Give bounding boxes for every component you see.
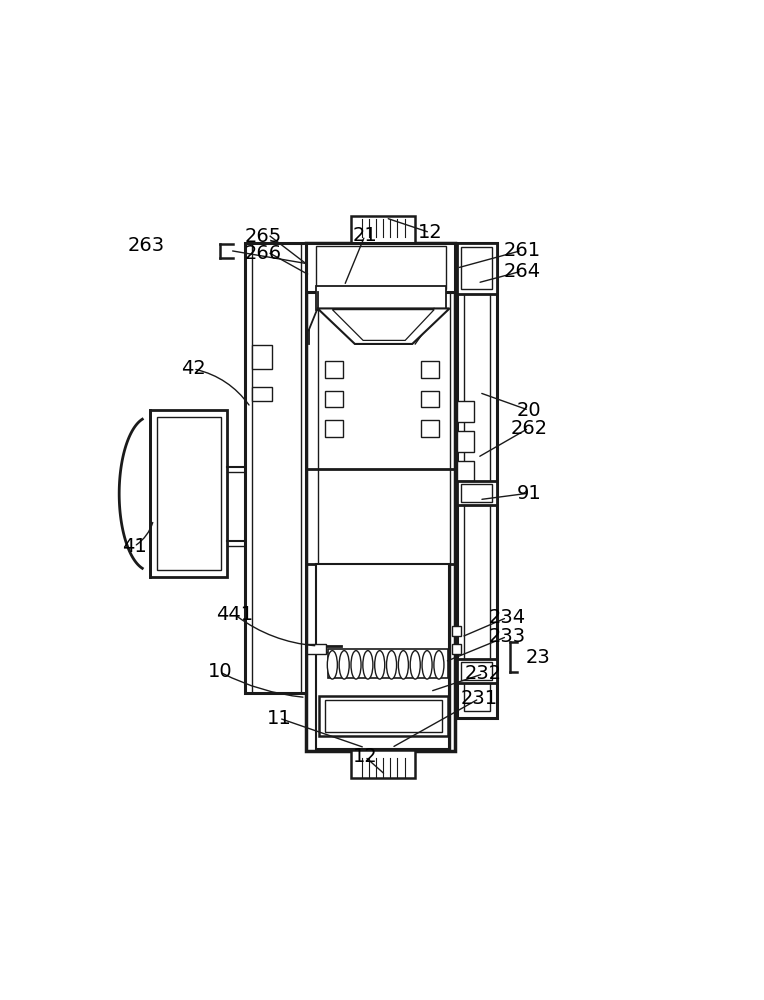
Text: 10: 10: [208, 662, 232, 681]
Bar: [306, 243, 455, 751]
Bar: [421, 361, 439, 378]
Text: 20: 20: [516, 401, 541, 420]
Bar: [150, 410, 227, 577]
Bar: [316, 564, 449, 749]
Ellipse shape: [351, 651, 361, 679]
Bar: [457, 481, 497, 505]
Bar: [461, 662, 492, 680]
Ellipse shape: [339, 651, 349, 679]
Ellipse shape: [387, 651, 397, 679]
Text: 11: 11: [267, 709, 291, 728]
Bar: [307, 644, 326, 654]
Text: 264: 264: [503, 262, 540, 281]
Bar: [316, 286, 446, 310]
Ellipse shape: [327, 651, 338, 679]
Bar: [457, 243, 497, 294]
Bar: [244, 243, 306, 693]
Polygon shape: [318, 308, 449, 344]
Bar: [351, 216, 416, 244]
Bar: [464, 250, 490, 711]
Bar: [325, 361, 343, 378]
Text: 12: 12: [418, 223, 442, 242]
Bar: [457, 431, 474, 452]
Ellipse shape: [374, 651, 385, 679]
Polygon shape: [332, 310, 434, 340]
Text: 265: 265: [244, 227, 282, 246]
Bar: [306, 243, 455, 292]
Text: 21: 21: [352, 226, 377, 245]
Bar: [461, 484, 492, 502]
Text: 12: 12: [352, 747, 377, 766]
Ellipse shape: [422, 651, 432, 679]
Bar: [319, 696, 448, 736]
Text: 262: 262: [510, 419, 548, 438]
Bar: [421, 420, 439, 437]
Bar: [252, 387, 272, 401]
Bar: [457, 243, 497, 718]
Text: 263: 263: [128, 236, 164, 255]
Text: 41: 41: [121, 537, 147, 556]
Text: 441: 441: [216, 605, 253, 624]
Bar: [457, 659, 497, 683]
Ellipse shape: [434, 651, 444, 679]
Text: 91: 91: [516, 484, 541, 503]
Bar: [325, 700, 442, 732]
Bar: [316, 246, 446, 289]
Text: 23: 23: [526, 648, 551, 667]
Ellipse shape: [398, 651, 409, 679]
Bar: [452, 644, 461, 654]
Bar: [421, 391, 439, 407]
Bar: [329, 649, 448, 678]
Bar: [325, 391, 343, 407]
Bar: [252, 345, 272, 369]
Ellipse shape: [363, 651, 373, 679]
Bar: [461, 247, 492, 289]
Ellipse shape: [410, 651, 420, 679]
Text: 261: 261: [503, 241, 540, 260]
Text: 232: 232: [465, 664, 502, 683]
Bar: [457, 401, 474, 422]
Bar: [325, 420, 343, 437]
Text: 42: 42: [181, 359, 206, 378]
Bar: [351, 750, 416, 778]
Bar: [452, 626, 461, 636]
Text: 231: 231: [461, 689, 497, 708]
Bar: [157, 417, 221, 570]
Text: 266: 266: [244, 244, 282, 263]
Bar: [457, 461, 474, 481]
Text: 233: 233: [488, 627, 526, 646]
Text: 234: 234: [488, 608, 526, 627]
